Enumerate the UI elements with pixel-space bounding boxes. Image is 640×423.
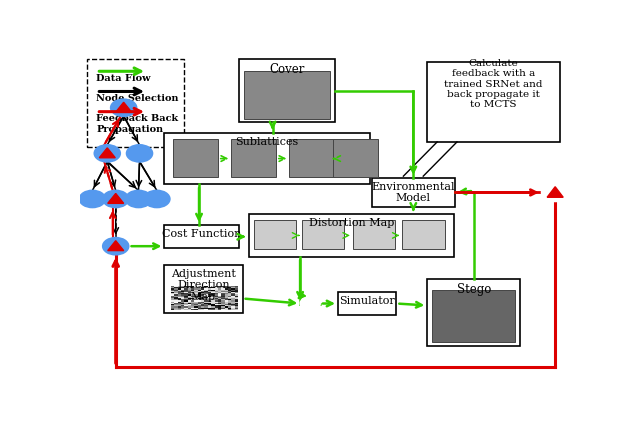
FancyBboxPatch shape (231, 139, 276, 177)
Circle shape (103, 190, 129, 207)
FancyBboxPatch shape (428, 279, 520, 346)
Text: Data Flow: Data Flow (97, 74, 151, 83)
FancyBboxPatch shape (239, 59, 335, 122)
Text: Simulator: Simulator (339, 297, 395, 306)
FancyBboxPatch shape (289, 139, 334, 177)
Text: Stego: Stego (456, 283, 491, 296)
FancyBboxPatch shape (164, 265, 243, 313)
Text: Node Selection: Node Selection (97, 94, 179, 103)
Text: Environmental
Model: Environmental Model (372, 182, 455, 203)
Polygon shape (108, 241, 124, 250)
FancyBboxPatch shape (244, 71, 330, 118)
Text: +: + (305, 297, 316, 310)
FancyBboxPatch shape (338, 292, 396, 315)
Circle shape (542, 184, 568, 201)
FancyBboxPatch shape (372, 178, 455, 207)
Circle shape (144, 190, 170, 207)
Polygon shape (547, 187, 563, 197)
Polygon shape (116, 102, 132, 112)
Text: Cover: Cover (269, 63, 305, 76)
Circle shape (103, 238, 129, 255)
Text: Adjustment
Direction
Map: Adjustment Direction Map (171, 269, 236, 302)
FancyBboxPatch shape (253, 220, 296, 250)
FancyBboxPatch shape (173, 139, 218, 177)
FancyBboxPatch shape (302, 220, 344, 250)
Circle shape (300, 297, 320, 310)
Circle shape (125, 190, 152, 207)
FancyBboxPatch shape (249, 214, 454, 257)
FancyBboxPatch shape (432, 291, 515, 342)
FancyBboxPatch shape (88, 59, 184, 147)
FancyBboxPatch shape (164, 225, 239, 248)
Text: Calculate
feedback with a
trained SRNet and
back propagate it
to MCTS: Calculate feedback with a trained SRNet … (444, 59, 543, 110)
FancyBboxPatch shape (164, 133, 370, 184)
Circle shape (94, 145, 120, 162)
Text: Sublattices: Sublattices (236, 137, 299, 147)
FancyBboxPatch shape (333, 139, 378, 177)
Text: Feedback Back
Propagation: Feedback Back Propagation (97, 114, 179, 134)
Text: Distortion Map: Distortion Map (309, 218, 394, 228)
Circle shape (111, 99, 136, 116)
FancyBboxPatch shape (403, 220, 445, 250)
Text: Cost Function: Cost Function (162, 229, 241, 239)
Polygon shape (108, 193, 124, 203)
Polygon shape (99, 148, 115, 158)
Circle shape (79, 190, 106, 207)
FancyBboxPatch shape (353, 220, 395, 250)
Circle shape (127, 145, 152, 162)
FancyBboxPatch shape (428, 62, 560, 142)
